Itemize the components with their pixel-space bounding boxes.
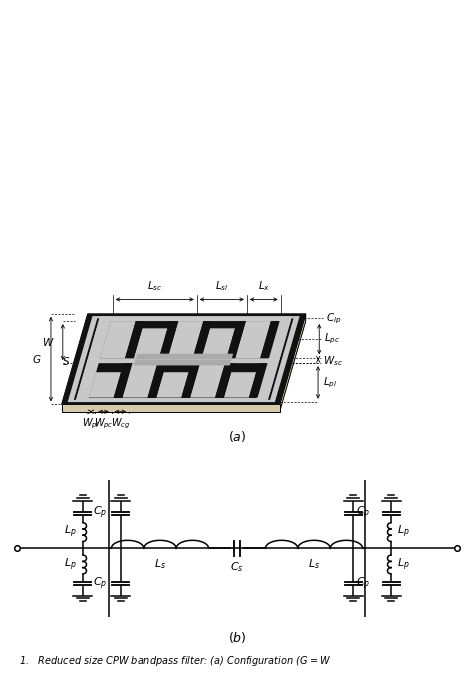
Text: $S$: $S$ [62, 354, 70, 367]
Polygon shape [227, 321, 246, 358]
Polygon shape [235, 321, 271, 358]
Text: $C_{ip}$: $C_{ip}$ [326, 311, 341, 325]
Polygon shape [156, 372, 189, 398]
Polygon shape [255, 317, 292, 402]
Text: $C_p$: $C_p$ [93, 505, 108, 521]
Text: $L_{si}$: $L_{si}$ [215, 279, 228, 293]
Polygon shape [249, 363, 267, 398]
Text: $L_{pi}$: $L_{pi}$ [323, 375, 337, 389]
Polygon shape [75, 398, 268, 402]
Polygon shape [62, 314, 306, 404]
Polygon shape [122, 363, 157, 398]
Polygon shape [260, 321, 280, 358]
Polygon shape [114, 363, 132, 398]
Polygon shape [100, 321, 136, 358]
Polygon shape [74, 319, 293, 400]
Polygon shape [136, 354, 233, 359]
Polygon shape [182, 363, 200, 398]
Polygon shape [134, 328, 167, 358]
Polygon shape [75, 317, 112, 402]
Text: $L_x$: $L_x$ [258, 279, 270, 293]
Polygon shape [192, 321, 212, 358]
Text: $C_p$: $C_p$ [93, 576, 108, 592]
Text: $(a)$: $(a)$ [228, 429, 246, 444]
Polygon shape [201, 328, 235, 358]
Polygon shape [134, 360, 231, 365]
Text: $(b)$: $(b)$ [228, 630, 246, 645]
Text: $C_s$: $C_s$ [230, 560, 244, 574]
Text: $C_p$: $C_p$ [356, 505, 370, 521]
Polygon shape [99, 317, 292, 321]
Polygon shape [215, 363, 234, 398]
Text: $L_s$: $L_s$ [154, 557, 166, 571]
Polygon shape [77, 363, 99, 398]
Polygon shape [68, 316, 300, 402]
Text: $W_{cg}$: $W_{cg}$ [111, 416, 130, 431]
Polygon shape [224, 372, 256, 398]
Polygon shape [88, 321, 111, 358]
Polygon shape [256, 363, 278, 398]
Text: $G$: $G$ [32, 353, 42, 365]
Text: $W_{sc}$: $W_{sc}$ [323, 354, 343, 368]
Polygon shape [125, 321, 145, 358]
Text: 1.   Reduced size CPW bandpass filter: (a) Configuration ($G = W$: 1. Reduced size CPW bandpass filter: (a)… [19, 655, 331, 668]
Polygon shape [168, 321, 203, 358]
Text: $L_p$: $L_p$ [64, 524, 77, 540]
Text: $L_p$: $L_p$ [397, 556, 410, 572]
Text: $L_p$: $L_p$ [397, 524, 410, 540]
Polygon shape [62, 404, 280, 412]
Text: $W_{pi}$: $W_{pi}$ [82, 416, 100, 431]
Polygon shape [280, 314, 306, 412]
Polygon shape [89, 372, 121, 398]
Text: $L_p$: $L_p$ [64, 556, 77, 572]
Text: $W_{pc}$: $W_{pc}$ [94, 416, 113, 431]
Text: $L_{sc}$: $L_{sc}$ [147, 279, 163, 293]
Text: $W$: $W$ [42, 336, 55, 348]
Text: $L_s$: $L_s$ [308, 557, 320, 571]
Polygon shape [62, 314, 306, 404]
Text: $C_p$: $C_p$ [356, 576, 370, 592]
Polygon shape [190, 363, 225, 398]
Polygon shape [87, 358, 280, 363]
Polygon shape [159, 321, 178, 358]
Polygon shape [268, 321, 291, 358]
Polygon shape [147, 363, 166, 398]
Text: $L_{pc}$: $L_{pc}$ [324, 332, 340, 346]
